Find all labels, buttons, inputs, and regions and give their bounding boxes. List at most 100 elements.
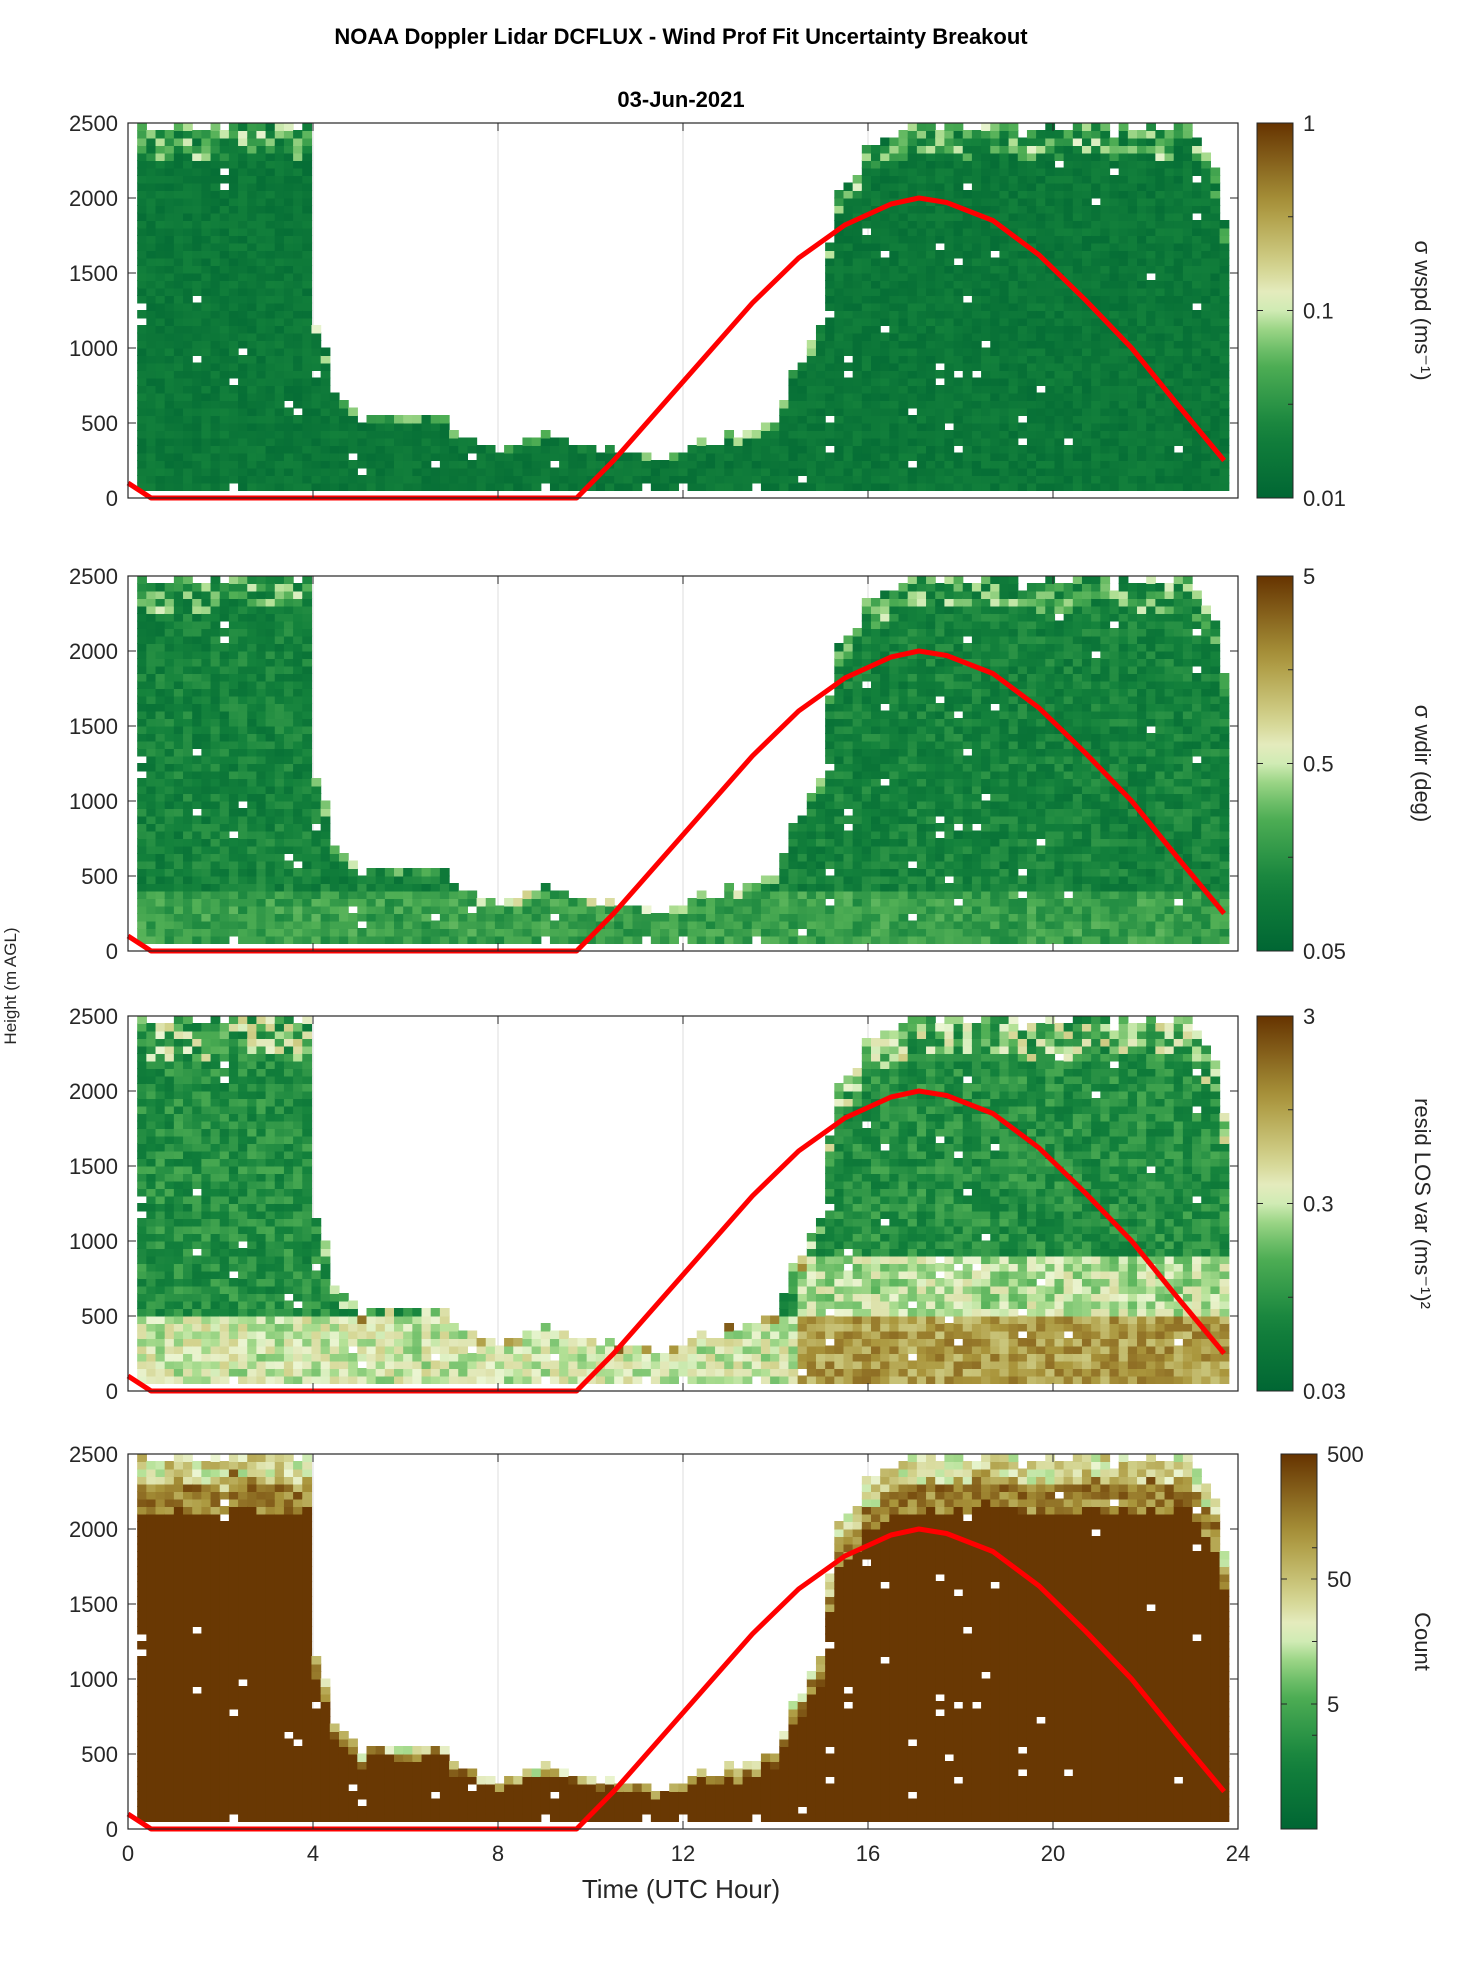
- heatmap-cell: [192, 778, 202, 787]
- heatmap-cell: [1072, 235, 1083, 244]
- heatmap-cell: [779, 913, 790, 922]
- heatmap-cell: [1045, 400, 1056, 409]
- heatmap-cell: [403, 935, 413, 944]
- heatmap-cell: [219, 890, 230, 899]
- heatmap-cell: [889, 445, 900, 454]
- heatmap-cell: [926, 160, 936, 169]
- heatmap-cell: [1137, 130, 1147, 139]
- heatmap-cell: [1072, 407, 1083, 416]
- heatmap-cell: [962, 400, 973, 409]
- heatmap-cell: [632, 920, 643, 929]
- heatmap-cell: [311, 785, 322, 794]
- heatmap-cell: [302, 475, 313, 484]
- heatmap-cell: [338, 935, 349, 944]
- heatmap-cell: [843, 710, 854, 719]
- heatmap-cell: [907, 160, 918, 169]
- heatmap-cell: [843, 898, 854, 907]
- heatmap-cell: [650, 935, 661, 944]
- heatmap-cell: [219, 898, 230, 907]
- heatmap-cell: [329, 407, 340, 416]
- heatmap-cell: [256, 430, 267, 439]
- heatmap-cell: [173, 628, 184, 637]
- heatmap-cell: [1182, 220, 1193, 229]
- heatmap-cell: [201, 340, 212, 349]
- heatmap-cell: [1127, 197, 1138, 206]
- heatmap-cell: [201, 860, 212, 869]
- heatmap-cell: [1210, 257, 1221, 266]
- heatmap-cell: [907, 190, 918, 199]
- heatmap-cell: [274, 392, 285, 401]
- heatmap-cell: [871, 295, 881, 304]
- heatmap-cell: [935, 182, 945, 191]
- heatmap-cell: [311, 830, 322, 839]
- heatmap-cell: [210, 160, 221, 169]
- heatmap-cell: [1182, 272, 1193, 281]
- heatmap-cell: [210, 613, 221, 622]
- heatmap-cell: [265, 235, 276, 244]
- heatmap-cell: [1036, 295, 1046, 304]
- heatmap-cell: [1008, 415, 1019, 424]
- heatmap-cell: [705, 475, 716, 484]
- heatmap-cell: [916, 197, 927, 206]
- heatmap-cell: [238, 325, 248, 334]
- heatmap-cell: [155, 830, 166, 839]
- heatmap-cell: [531, 460, 542, 469]
- heatmap-cell: [907, 310, 918, 319]
- heatmap-cell: [137, 680, 147, 689]
- heatmap-cell: [247, 137, 258, 146]
- heatmap-cell: [219, 905, 230, 914]
- heatmap-cell: [164, 763, 175, 772]
- heatmap-cell: [256, 928, 267, 937]
- heatmap-cell: [522, 928, 533, 937]
- heatmap-cell: [935, 482, 945, 491]
- heatmap-cell: [1164, 475, 1175, 484]
- heatmap-cell: [1026, 265, 1037, 274]
- heatmap-cell: [164, 302, 175, 311]
- heatmap-cell: [926, 467, 936, 476]
- heatmap-cell: [898, 452, 909, 461]
- heatmap-cell: [1127, 175, 1138, 184]
- heatmap-cell: [173, 362, 184, 371]
- heatmap-cell: [1054, 302, 1065, 311]
- heatmap-cell: [880, 347, 890, 356]
- heatmap-cell: [146, 650, 157, 659]
- heatmap-cell: [1045, 287, 1056, 296]
- heatmap-cell: [1210, 400, 1221, 409]
- heatmap-cell: [999, 377, 1010, 386]
- heatmap-cell: [1192, 430, 1202, 439]
- heatmap-cell: [348, 467, 358, 476]
- heatmap-cell: [815, 467, 826, 476]
- heatmap-cell: [999, 137, 1010, 146]
- heatmap-cell: [889, 205, 900, 214]
- heatmap-cell: [283, 905, 294, 914]
- heatmap-cell: [1127, 302, 1138, 311]
- heatmap-cell: [806, 845, 817, 854]
- heatmap-cell: [742, 920, 753, 929]
- heatmap-cell: [274, 740, 285, 749]
- heatmap-cell: [1164, 445, 1175, 454]
- heatmap-cell: [173, 808, 184, 817]
- heatmap-cell: [990, 460, 1001, 469]
- heatmap-cell: [421, 905, 432, 914]
- heatmap-cell: [1063, 265, 1074, 274]
- heatmap-cell: [1137, 445, 1147, 454]
- heatmap-cell: [421, 445, 432, 454]
- heatmap-cell: [137, 928, 147, 937]
- heatmap-cell: [788, 860, 799, 869]
- heatmap-cell: [256, 227, 267, 236]
- heatmap-cell: [183, 815, 193, 824]
- heatmap-cell: [192, 445, 202, 454]
- heatmap-cell: [935, 422, 945, 431]
- heatmap-cell: [1210, 355, 1221, 364]
- heatmap-cell: [1008, 377, 1019, 386]
- heatmap-cell: [274, 673, 285, 682]
- heatmap-cell: [146, 167, 157, 176]
- heatmap-cell: [678, 928, 689, 937]
- heatmap-cell: [210, 362, 221, 371]
- heatmap-cell: [164, 362, 175, 371]
- heatmap-cell: [1173, 242, 1184, 251]
- heatmap-cell: [779, 898, 790, 907]
- heatmap-cell: [403, 467, 413, 476]
- heatmap-cell: [1118, 190, 1129, 199]
- heatmap-cell: [577, 460, 588, 469]
